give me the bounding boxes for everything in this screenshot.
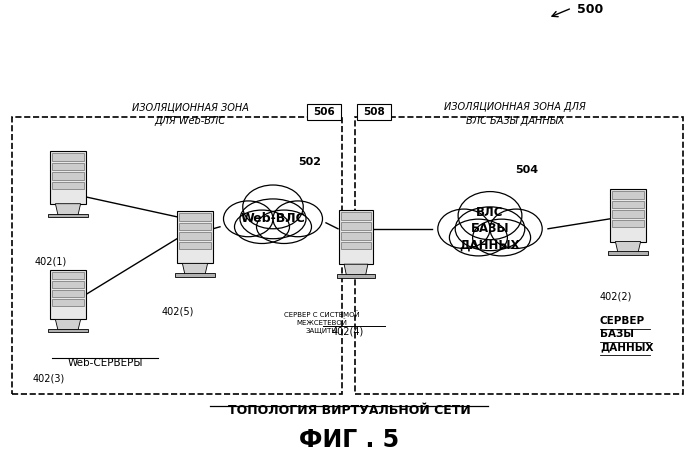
Text: 402(1): 402(1) <box>35 256 67 267</box>
FancyBboxPatch shape <box>341 212 371 220</box>
Text: 402(3): 402(3) <box>33 374 65 384</box>
Text: 402(2): 402(2) <box>600 291 633 301</box>
Ellipse shape <box>243 185 303 229</box>
FancyBboxPatch shape <box>341 242 371 250</box>
Text: Web-ВЛС: Web-ВЛС <box>240 213 305 225</box>
Text: Web-СЕРВЕРЫ: Web-СЕРВЕРЫ <box>67 358 143 368</box>
FancyBboxPatch shape <box>610 189 646 241</box>
FancyBboxPatch shape <box>52 273 84 279</box>
Text: 506: 506 <box>313 107 335 117</box>
Text: ИЗОЛЯЦИОННАЯ ЗОНА
ДЛЯ Web-ВЛС: ИЗОЛЯЦИОННАЯ ЗОНА ДЛЯ Web-ВЛС <box>131 103 248 125</box>
Ellipse shape <box>224 201 273 237</box>
FancyBboxPatch shape <box>48 329 88 332</box>
Text: СЕРВЕР С СИСТЕМОЙ
МЕЖСЕТЕВОЙ
ЗАЩИТЫ: СЕРВЕР С СИСТЕМОЙ МЕЖСЕТЕВОЙ ЗАЩИТЫ <box>284 311 360 334</box>
FancyBboxPatch shape <box>52 172 84 180</box>
Text: 508: 508 <box>363 107 385 117</box>
FancyBboxPatch shape <box>357 104 391 120</box>
FancyBboxPatch shape <box>52 182 84 190</box>
Text: СЕРВЕР: СЕРВЕР <box>600 316 645 326</box>
Text: 504: 504 <box>515 165 538 175</box>
Ellipse shape <box>449 219 507 256</box>
Polygon shape <box>615 241 640 253</box>
Ellipse shape <box>257 210 312 244</box>
FancyBboxPatch shape <box>177 211 213 263</box>
FancyBboxPatch shape <box>52 290 84 297</box>
Text: ВЛС
БАЗЫ
ДАННЫХ: ВЛС БАЗЫ ДАННЫХ <box>460 206 520 251</box>
Text: 402(4): 402(4) <box>332 326 364 336</box>
Polygon shape <box>344 264 368 276</box>
Text: ФИГ . 5: ФИГ . 5 <box>299 428 399 452</box>
FancyBboxPatch shape <box>175 273 215 277</box>
FancyBboxPatch shape <box>338 274 375 278</box>
FancyBboxPatch shape <box>52 281 84 288</box>
Polygon shape <box>55 204 80 215</box>
FancyBboxPatch shape <box>179 242 211 249</box>
Polygon shape <box>55 320 80 330</box>
Ellipse shape <box>438 209 490 249</box>
FancyBboxPatch shape <box>612 210 644 218</box>
Text: ТОПОЛОГИЯ ВИРТУАЛЬНОЙ СЕТИ: ТОПОЛОГИЯ ВИРТУАЛЬНОЙ СЕТИ <box>228 404 470 417</box>
FancyBboxPatch shape <box>50 151 86 204</box>
FancyBboxPatch shape <box>179 213 211 220</box>
FancyBboxPatch shape <box>48 213 88 217</box>
FancyBboxPatch shape <box>52 153 84 161</box>
Text: 402(5): 402(5) <box>162 306 194 316</box>
Text: ИЗОЛЯЦИОННАЯ ЗОНА ДЛЯ
ВЛС БАЗЫ ДАННЫХ: ИЗОЛЯЦИОННАЯ ЗОНА ДЛЯ ВЛС БАЗЫ ДАННЫХ <box>444 103 586 125</box>
FancyBboxPatch shape <box>179 223 211 230</box>
FancyBboxPatch shape <box>179 232 211 240</box>
FancyBboxPatch shape <box>612 220 644 227</box>
Text: 502: 502 <box>298 157 321 167</box>
FancyBboxPatch shape <box>341 222 371 230</box>
Text: БАЗЫ: БАЗЫ <box>600 329 634 339</box>
FancyBboxPatch shape <box>612 201 644 208</box>
Text: ДАННЫХ: ДАННЫХ <box>600 342 654 352</box>
Ellipse shape <box>458 191 522 240</box>
FancyBboxPatch shape <box>50 271 86 320</box>
FancyBboxPatch shape <box>612 191 644 199</box>
Ellipse shape <box>455 207 525 251</box>
FancyBboxPatch shape <box>608 251 648 255</box>
Ellipse shape <box>234 210 289 244</box>
Ellipse shape <box>240 199 306 239</box>
FancyBboxPatch shape <box>339 210 373 264</box>
Polygon shape <box>182 263 208 274</box>
Ellipse shape <box>473 219 531 256</box>
Ellipse shape <box>490 209 542 249</box>
FancyBboxPatch shape <box>52 163 84 170</box>
FancyBboxPatch shape <box>307 104 341 120</box>
Ellipse shape <box>273 201 322 237</box>
Text: 500: 500 <box>577 4 603 16</box>
FancyBboxPatch shape <box>341 232 371 240</box>
FancyBboxPatch shape <box>52 299 84 306</box>
